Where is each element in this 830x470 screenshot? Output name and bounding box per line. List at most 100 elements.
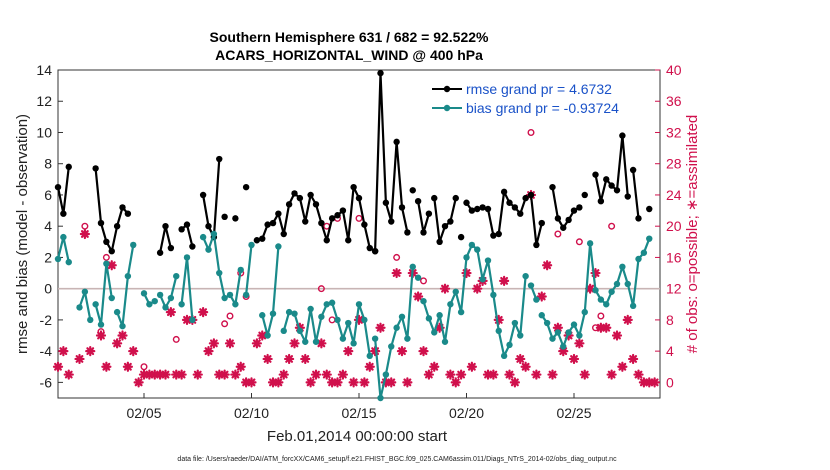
obs-assimilated-marker [509,377,520,388]
obs-star-stroke [183,315,191,324]
obs-possible-marker [221,320,229,328]
obs-assimilated-marker [574,338,585,349]
obs-star-stroke [349,378,358,387]
x-tick-label: 02/20 [449,405,484,421]
obs-star-stroke [580,370,589,379]
obs-star-stroke [451,378,460,387]
legend-box [424,75,654,119]
y-right-tick-label: 28 [666,156,682,172]
obs-star-stroke [419,347,428,356]
y-tick-label: 12 [36,93,52,109]
obs-assimilated-marker [611,330,623,341]
obs-star-stroke [134,378,143,387]
rmse-point [269,219,277,227]
bias-point [280,327,287,335]
rmse-point [167,244,175,252]
bias-point [468,241,476,249]
rmse-point [377,69,384,77]
obs-assimilated-marker [235,361,246,372]
bias-point [474,246,481,253]
bias-point [350,340,357,347]
bias-point [377,394,384,402]
bias-point [463,254,470,261]
obs-star-stroke [613,331,621,340]
rmse-point [388,218,395,225]
obs-assimilated-marker [418,346,429,357]
rmse-point [500,188,508,196]
obs-star-stroke [553,323,562,332]
obs-assimilated-marker [305,377,316,388]
rmse-point [635,215,642,222]
bias-point [646,235,653,242]
rmse-point [54,183,62,191]
bias-point [414,274,422,281]
bias-point [210,230,218,238]
rmse-point [414,198,422,205]
bias-point [393,324,400,331]
obs-star-stroke [537,292,546,301]
obs-star-stroke [392,269,401,277]
obs-assimilated-marker [429,361,440,372]
bias-point [226,291,234,299]
obs-star-stroke [489,370,498,379]
rmse-point [97,219,105,227]
obs-assimilated-marker [375,322,386,333]
obs-assimilated-marker [606,369,617,380]
bias-point [613,280,621,288]
obs-assimilated-marker [79,228,90,240]
bias-point [565,329,572,336]
y-tick-label: 8 [44,156,52,172]
y-right-tick-label: 36 [666,93,682,109]
rmse-point [178,226,185,233]
y-tick-label: -6 [40,374,53,390]
rmse-point [60,210,67,217]
rmse-point [162,222,169,230]
obs-assimilated-marker [198,306,209,318]
obs-assimilated-marker [316,338,327,349]
obs-star-stroke [424,370,433,379]
obs-star-stroke [156,370,165,379]
obs-assimilated-marker [208,338,219,349]
obs-star-stroke [317,339,326,348]
obs-possible-marker [608,222,616,230]
obs-possible-marker [393,253,401,261]
rmse-point [484,205,492,213]
obs-assimilated-marker [284,353,295,365]
rmse-point [581,191,588,199]
obs-possible-marker [597,312,605,320]
rmse-point [597,198,605,205]
obs-possible-marker [81,222,89,230]
rmse-point [285,201,293,208]
bias-point [581,308,588,316]
bias-point [151,297,158,305]
rmse-point [264,221,271,228]
obs-assimilated-marker [536,291,547,302]
bias-point [597,296,605,303]
bias-point [108,294,115,302]
bias-point [103,260,110,267]
x-tick-label: 02/10 [234,405,269,421]
obs-possible-marker [102,253,110,261]
bias-point [533,296,540,303]
y-right-tick-label: 16 [666,249,682,265]
rmse-point [291,190,298,197]
bias-point [242,291,250,299]
y-right-tick-label: 12 [666,281,682,297]
obs-assimilated-marker [230,369,241,380]
obs-assimilated-marker [499,275,510,286]
obs-star-stroke [274,378,283,387]
obs-star-stroke [64,370,73,379]
rmse-point [474,205,481,213]
obs-possible-marker [140,363,148,371]
obs-assimilated-marker [74,353,85,365]
obs-star-stroke [306,378,315,387]
rmse-point [527,191,535,199]
rmse-point [119,204,126,211]
bias-point [619,263,626,270]
y-tick-label: 10 [36,124,52,140]
obs-star-stroke [532,370,541,379]
obs-assimilated-marker [628,353,639,365]
rmse-point [490,232,497,239]
bias-line-segment [116,244,135,328]
bias-point [156,291,164,299]
